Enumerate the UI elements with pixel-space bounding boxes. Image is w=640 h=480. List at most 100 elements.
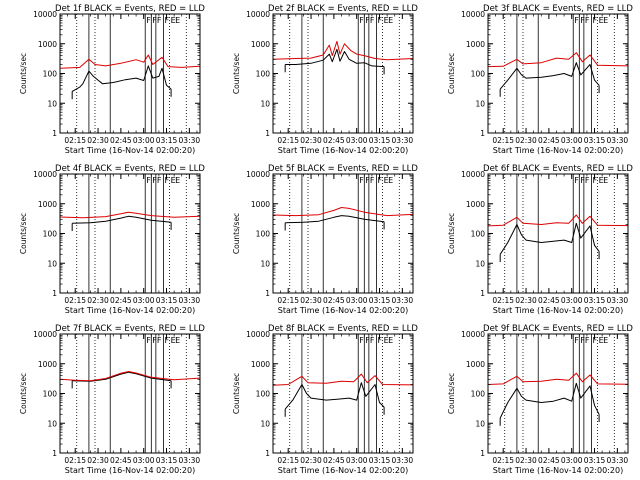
chart-panel-8: Det 8f BLACK = Events, RED = LLD Counts/s… (232, 324, 418, 475)
series-line-events (499, 62, 600, 90)
x-tick-label: 02:45 (538, 456, 560, 465)
marker-letter: F (377, 176, 382, 185)
chart-panel-1: Det 1f BLACK = Events, RED = LLD Counts/s… (19, 4, 205, 155)
series-line-lld (59, 54, 201, 69)
marker-letter: F (580, 16, 585, 25)
marker-letter: E (603, 336, 608, 345)
marker-letter: F (152, 176, 157, 185)
series-line-lld (272, 373, 414, 386)
y-tick-label: 1 (52, 449, 57, 458)
series-line-events (72, 215, 172, 224)
chart-panel-2: Det 2f BLACK = Events, RED = LLD Counts/s… (232, 4, 418, 155)
x-tick-label: 03:00 (346, 136, 368, 145)
series-line-lld (487, 52, 629, 68)
y-axis-label: Counts/sec (447, 373, 456, 414)
x-tick-label: 02:15 (64, 456, 86, 465)
x-tick-label: 02:45 (538, 136, 560, 145)
marker-letter: E (603, 16, 608, 25)
chart-title: Det 1f BLACK = Events, RED = LLD (55, 4, 205, 14)
x-tick-label: 03:00 (346, 296, 368, 305)
y-tick-label: 10 (260, 419, 270, 428)
y-tick-label: 10000 (461, 10, 485, 19)
y-tick-label: 10000 (246, 10, 270, 19)
x-tick-label: 02:15 (492, 456, 514, 465)
x-tick-label: 02:45 (110, 136, 132, 145)
marker-letter: F (592, 176, 597, 185)
chart-title: Det 5f BLACK = Events, RED = LLD (268, 164, 418, 174)
marker-letter: F (164, 176, 169, 185)
x-tick-label: 03:00 (561, 456, 583, 465)
x-tick-label: 02:30 (515, 296, 537, 305)
y-tick-label: 1000 (38, 360, 57, 369)
x-tick-label: 03:30 (179, 296, 201, 305)
y-tick-label: 1000 (251, 360, 270, 369)
series-line-lld (487, 214, 629, 227)
x-tick-label: 03:15 (584, 296, 606, 305)
x-tick-label: 02:15 (64, 136, 86, 145)
x-axis-label: Start Time (16-Nov-14 02:00:20) (278, 466, 408, 475)
y-tick-label: 1 (52, 129, 57, 138)
x-tick-label: 03:00 (346, 456, 368, 465)
series-line-lld (59, 371, 201, 382)
marker-letter: F (146, 16, 151, 25)
x-tick-label: 03:30 (392, 296, 414, 305)
marker-letter: F (370, 176, 375, 185)
marker-letter: F (146, 176, 151, 185)
marker-letter: F (146, 336, 151, 345)
x-tick-label: 03:30 (607, 456, 629, 465)
marker-letter: F (377, 336, 382, 345)
chart-title: Det 9f BLACK = Events, RED = LLD (483, 324, 633, 334)
x-tick-label: 02:15 (64, 296, 86, 305)
marker-letter: F (574, 176, 579, 185)
marker-letter: F (592, 336, 597, 345)
x-axis-label: Start Time (16-Nov-14 02:00:20) (65, 146, 195, 155)
x-tick-label: 02:45 (323, 296, 345, 305)
x-tick-label: 03:15 (584, 456, 606, 465)
y-tick-label: 100 (256, 70, 271, 79)
marker-letter: F (152, 336, 157, 345)
x-tick-label: 02:45 (110, 296, 132, 305)
y-tick-label: 100 (256, 390, 271, 399)
y-tick-label: 1 (480, 449, 485, 458)
marker-letter: F (359, 176, 364, 185)
chart-title: Det 7f BLACK = Events, RED = LLD (55, 324, 205, 334)
marker-letter: F (164, 336, 169, 345)
marker-letter: E (171, 336, 176, 345)
x-tick-label: 02:15 (277, 296, 299, 305)
y-tick-label: 1000 (251, 40, 270, 49)
y-tick-label: 1000 (466, 40, 485, 49)
marker-letter: F (580, 336, 585, 345)
chart-title: Det 8f BLACK = Events, RED = LLD (268, 324, 418, 334)
marker-letter: F (157, 16, 162, 25)
x-tick-label: 03:15 (584, 136, 606, 145)
series-line-events (499, 222, 600, 255)
marker-letter: F (359, 16, 364, 25)
x-tick-label: 02:45 (538, 296, 560, 305)
chart-title: Det 6f BLACK = Events, RED = LLD (483, 164, 633, 174)
marker-letter: E (384, 336, 389, 345)
x-tick-label: 02:30 (300, 136, 322, 145)
x-axis-label: Start Time (16-Nov-14 02:00:20) (65, 466, 195, 475)
series-line-events (71, 65, 172, 92)
series-line-events (285, 48, 385, 68)
x-tick-label: 03:00 (133, 296, 155, 305)
marker-letter: F (359, 336, 364, 345)
y-tick-label: 10 (47, 419, 57, 428)
marker-letter: E (175, 336, 180, 345)
marker-letter: F (377, 16, 382, 25)
chart-panel-4: Det 4f BLACK = Events, RED = LLD Counts/s… (19, 164, 205, 315)
y-tick-label: 10 (475, 99, 485, 108)
series-line-lld (272, 40, 414, 61)
y-tick-label: 100 (43, 70, 58, 79)
y-tick-label: 1 (480, 129, 485, 138)
y-tick-label: 10000 (33, 170, 57, 179)
x-axis-label: Start Time (16-Nov-14 02:00:20) (493, 146, 623, 155)
chart-panel-3: Det 3f BLACK = Events, RED = LLD Counts/s… (447, 4, 633, 155)
marker-letter: E (175, 176, 180, 185)
x-axis-label: Start Time (16-Nov-14 02:00:20) (278, 146, 408, 155)
marker-letter: E (599, 176, 604, 185)
x-tick-label: 03:00 (561, 136, 583, 145)
x-tick-label: 02:45 (110, 456, 132, 465)
x-axis-label: Start Time (16-Nov-14 02:00:20) (493, 306, 623, 315)
